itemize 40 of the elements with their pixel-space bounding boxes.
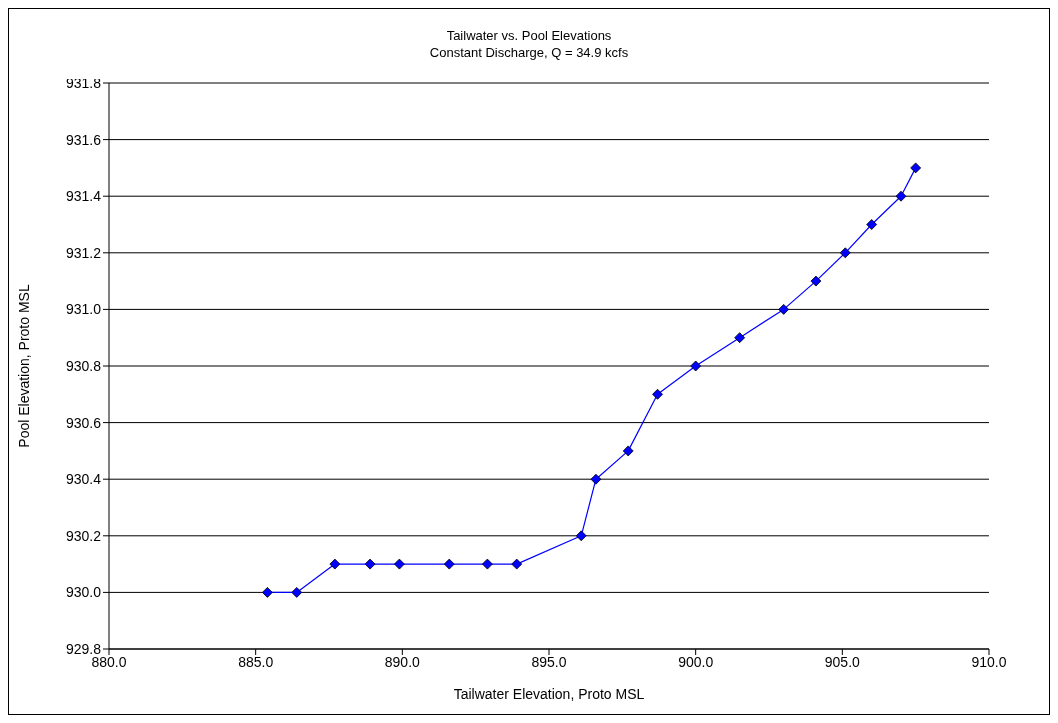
y-tick-label: 930.4 xyxy=(65,471,102,488)
y-tick-label: 931.6 xyxy=(65,131,102,148)
y-tick-label: 930.6 xyxy=(65,414,102,431)
y-tick-label: 931.0 xyxy=(65,301,102,318)
y-tick-label: 931.4 xyxy=(65,188,102,205)
point xyxy=(810,275,822,287)
y-tick-label: 930.8 xyxy=(65,357,102,374)
point xyxy=(910,162,922,174)
point xyxy=(866,219,878,230)
x-tick-label: 900.0 xyxy=(678,653,714,670)
point xyxy=(394,558,405,570)
point xyxy=(895,190,907,202)
point xyxy=(262,587,273,598)
y-tick-label: 931.8 xyxy=(65,74,102,91)
point xyxy=(291,587,303,598)
x-tick-label: 905.0 xyxy=(824,653,861,670)
point xyxy=(734,332,746,344)
x-tick-label: 885.0 xyxy=(238,653,274,670)
chart-subtitle: Constant Discharge, Q = 34.9 kcfs xyxy=(428,44,630,61)
point xyxy=(482,558,493,570)
point xyxy=(364,558,376,570)
y-tick-label: 931.2 xyxy=(65,244,102,261)
point xyxy=(511,558,523,570)
y-axis-title: Pool Elevation, Proto MSL xyxy=(15,284,32,448)
y-tick-label: 930.2 xyxy=(65,527,102,544)
chart-title: Tailwater vs. Pool Elevations xyxy=(445,27,613,44)
point xyxy=(622,445,634,457)
y-tick-label: 930.0 xyxy=(65,584,102,601)
x-tick-label: 910.0 xyxy=(971,653,1007,670)
x-axis-title: Tailwater Elevation, Proto MSL xyxy=(453,686,645,702)
point xyxy=(575,530,587,542)
point xyxy=(443,558,455,570)
point xyxy=(329,558,341,570)
x-tick-label: 890.0 xyxy=(384,653,421,670)
point xyxy=(590,473,602,485)
point xyxy=(690,360,702,372)
x-tick-label: 895.0 xyxy=(531,653,567,670)
point xyxy=(778,304,790,315)
point xyxy=(652,388,663,400)
point xyxy=(839,247,851,259)
